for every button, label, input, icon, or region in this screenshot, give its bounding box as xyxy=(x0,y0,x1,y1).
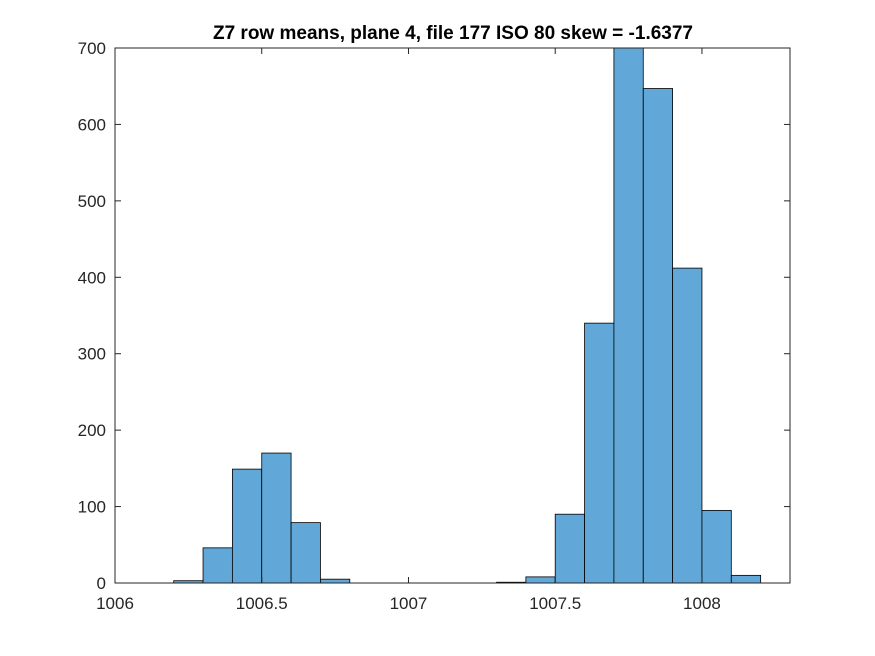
y-axis-ticks: 0 100 200 300 400 500 600 700 xyxy=(78,39,790,593)
histogram-bar xyxy=(231,468,263,584)
y-tick-label: 700 xyxy=(78,39,106,58)
x-tick-label: 1007 xyxy=(390,594,428,613)
y-tick-label: 0 xyxy=(97,574,106,593)
x-tick-label: 1007.5 xyxy=(529,594,581,613)
histogram-bar xyxy=(202,547,233,584)
y-tick-label: 100 xyxy=(78,498,106,517)
histogram-bar xyxy=(701,509,732,584)
y-tick-label: 200 xyxy=(78,421,106,440)
histogram-bars xyxy=(173,47,762,584)
y-tick-label: 400 xyxy=(78,268,106,287)
histogram-bar xyxy=(642,88,674,584)
histogram-bar xyxy=(730,574,762,584)
histogram-bar xyxy=(554,513,585,584)
y-tick-label: 500 xyxy=(78,192,106,211)
plot-area-frame xyxy=(114,47,791,584)
x-tick-label: 1006 xyxy=(96,594,134,613)
histogram-bar xyxy=(290,522,321,584)
histogram-bar xyxy=(261,452,292,584)
x-tick-label: 1008 xyxy=(683,594,721,613)
histogram-bar xyxy=(584,322,615,584)
x-axis-ticks: 1006 1006.5 1007 1007.5 1008 xyxy=(96,48,721,613)
histogram-bar xyxy=(613,47,644,584)
histogram-bar xyxy=(525,576,556,584)
x-tick-label: 1006.5 xyxy=(236,594,288,613)
y-tick-label: 300 xyxy=(78,345,106,364)
histogram-bar xyxy=(320,578,351,584)
y-tick-label: 600 xyxy=(78,115,106,134)
chart-title: Z7 row means, plane 4, file 177 ISO 80 s… xyxy=(213,23,693,44)
histogram-bar xyxy=(672,267,703,584)
